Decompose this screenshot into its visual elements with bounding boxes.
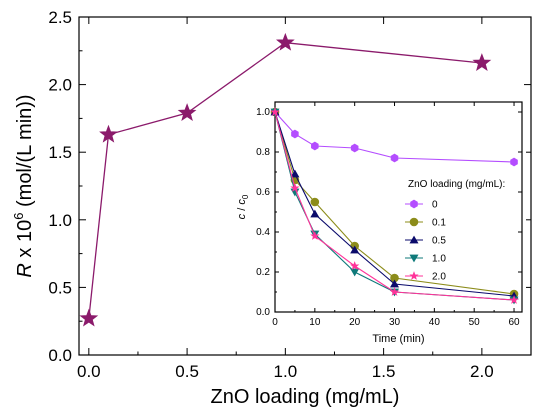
legend-swatch-marker (409, 235, 419, 244)
inset-y-tick-label: 0.6 (256, 187, 270, 198)
inset-series-2 (270, 107, 519, 300)
inset-y-axis-title-slash: / (236, 205, 248, 214)
inset-x-tick-label: 60 (508, 317, 520, 328)
legend-swatch-marker (410, 199, 418, 209)
main-series-0 (79, 32, 492, 327)
inset-plot-frame (274, 101, 523, 313)
main-y-axis-title: R x 106 (mol/(L min)) (11, 94, 36, 277)
inset-y-axis-title-c: c (236, 213, 248, 219)
inset-x-tick-label: 20 (349, 317, 361, 328)
main-y-axis-title-unit: (mol/(L min)) (14, 94, 36, 212)
inset-x-tick-label: 30 (389, 317, 401, 328)
main-data-point (177, 103, 197, 121)
legend-title: ZnO loading (mg/mL): (408, 179, 505, 190)
legend-swatch-marker (409, 271, 419, 280)
main-y-tick-label: 1.5 (48, 143, 72, 162)
main-x-tick-label: 0.0 (77, 362, 101, 381)
legend-label: 0 (432, 200, 438, 211)
inset-series (270, 107, 519, 305)
inset-x-tick-label: 0 (272, 317, 278, 328)
inset-series-line (274, 111, 515, 297)
legend-label: 1.0 (432, 254, 446, 265)
main-x-tick-label: 1.5 (372, 362, 396, 381)
inset-series-4 (270, 107, 519, 304)
inset-data-point (390, 153, 399, 163)
inset-x-ticks: 0 10 20 30 40 50 60 (272, 102, 520, 328)
main-x-axis-title: ZnO loading (mg/mL) (211, 386, 400, 408)
inset-data-point (390, 279, 400, 288)
legend-swatch-marker (409, 217, 419, 227)
main-y-tick-label: 2.5 (48, 8, 72, 27)
inset-data-point (291, 129, 299, 139)
inset-y-tick-label: 0.0 (256, 307, 270, 318)
main-x-tick-label: 1.0 (274, 362, 298, 381)
main-y-axis-title-exponent: 6 (11, 213, 26, 220)
inset-data-point (350, 245, 360, 254)
main-data-point (472, 53, 492, 71)
inset-y-tick-label: 1.0 (256, 107, 270, 118)
inset-series-line (274, 111, 515, 301)
inset-data-point (509, 295, 519, 304)
legend-swatch-marker (409, 254, 419, 263)
inset-data-point (270, 107, 280, 116)
inset-data-point (350, 143, 359, 153)
legend-label: 0.5 (432, 236, 446, 247)
main-y-tick-label: 0.0 (48, 346, 72, 365)
legend-item: 0.1 (405, 218, 446, 229)
inset-x-tick-label: 50 (469, 317, 481, 328)
legend-items: 0 0.1 0.5 1.0 2.0 (405, 200, 446, 283)
legend-item: 0 (405, 200, 438, 211)
inset-data-point (510, 157, 518, 167)
inset-series-line (274, 111, 515, 295)
main-data-point (275, 32, 295, 51)
inset-background (235, 98, 526, 346)
main-y-tick-label: 1.0 (48, 211, 72, 230)
inset-x-axis-title: Time (min) (372, 333, 424, 345)
legend-label: 2.0 (432, 272, 446, 283)
inset-x-tick-label: 10 (309, 317, 321, 328)
main-y-tick-label: 2.0 (48, 76, 72, 95)
inset-y-tick-label: 0.2 (256, 267, 270, 278)
inset-data-point (389, 287, 400, 296)
inset-data-point (350, 268, 360, 277)
inset-y-tick-label: 0.4 (256, 227, 270, 238)
legend-item: 0.5 (405, 236, 446, 247)
inset-y-axis-title-c0: c (236, 199, 248, 205)
main-data-point (99, 124, 118, 143)
inset-data-point (290, 169, 300, 178)
inset-data-point (350, 261, 360, 270)
main-y-axis-title-symbol: R (14, 263, 36, 277)
main-y-axis-title-factor: x 10 (14, 220, 36, 263)
inset-series-line (274, 111, 515, 163)
main-series (79, 32, 492, 327)
legend-item: 1.0 (405, 254, 446, 265)
inset-data-point (290, 183, 300, 192)
main-data-point (79, 308, 99, 327)
inset-data-point (310, 209, 320, 218)
inset-y-ticks: 0.0 0.2 0.4 0.6 0.8 1.0 (256, 107, 522, 318)
legend-item: 2.0 (405, 271, 446, 283)
main-y-tick-label: 0.5 (48, 278, 72, 297)
main-chart: 0.0 0.5 1.0 1.5 2.0 0.0 0.5 1.0 1.5 2.0 2.5 ZnO l… (11, 8, 532, 408)
inset-y-tick-label: 0.8 (256, 147, 270, 158)
inset-data-point (311, 141, 319, 151)
inset-x-tick-label: 40 (429, 317, 441, 328)
inset-chart: 0 10 20 30 40 50 60 0.0 0.2 0.4 0.6 0.8 1.0 Time (m… (235, 98, 526, 346)
legend-label: 0.1 (432, 218, 446, 229)
inset-y-axis-title-sub: 0 (241, 194, 250, 199)
inset-data-point (310, 197, 320, 207)
main-x-tick-label: 0.5 (175, 362, 199, 381)
main-x-tick-label: 2.0 (470, 362, 494, 381)
main-x-ticks: 0.0 0.5 1.0 1.5 2.0 (77, 17, 494, 381)
main-y-ticks: 0.0 0.5 1.0 1.5 2.0 2.5 (48, 8, 531, 365)
inset-data-point (310, 231, 320, 240)
inset-y-axis-title: c / c0 (236, 194, 250, 219)
inset-legend: ZnO loading (mg/mL): 0 0.1 0.5 1.0 2.0 (405, 179, 505, 283)
